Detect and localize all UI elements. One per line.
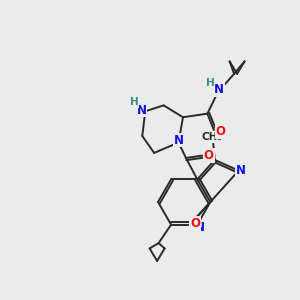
Text: N: N: [214, 83, 224, 96]
Text: N: N: [137, 103, 147, 117]
Text: N: N: [173, 134, 184, 147]
Text: O: O: [215, 125, 225, 138]
Text: O: O: [190, 217, 200, 230]
Text: O: O: [204, 149, 214, 162]
Text: CH₃: CH₃: [201, 132, 222, 142]
Text: H: H: [206, 78, 215, 88]
Text: N: N: [195, 221, 205, 234]
Text: N: N: [236, 164, 246, 177]
Text: H: H: [130, 98, 138, 107]
